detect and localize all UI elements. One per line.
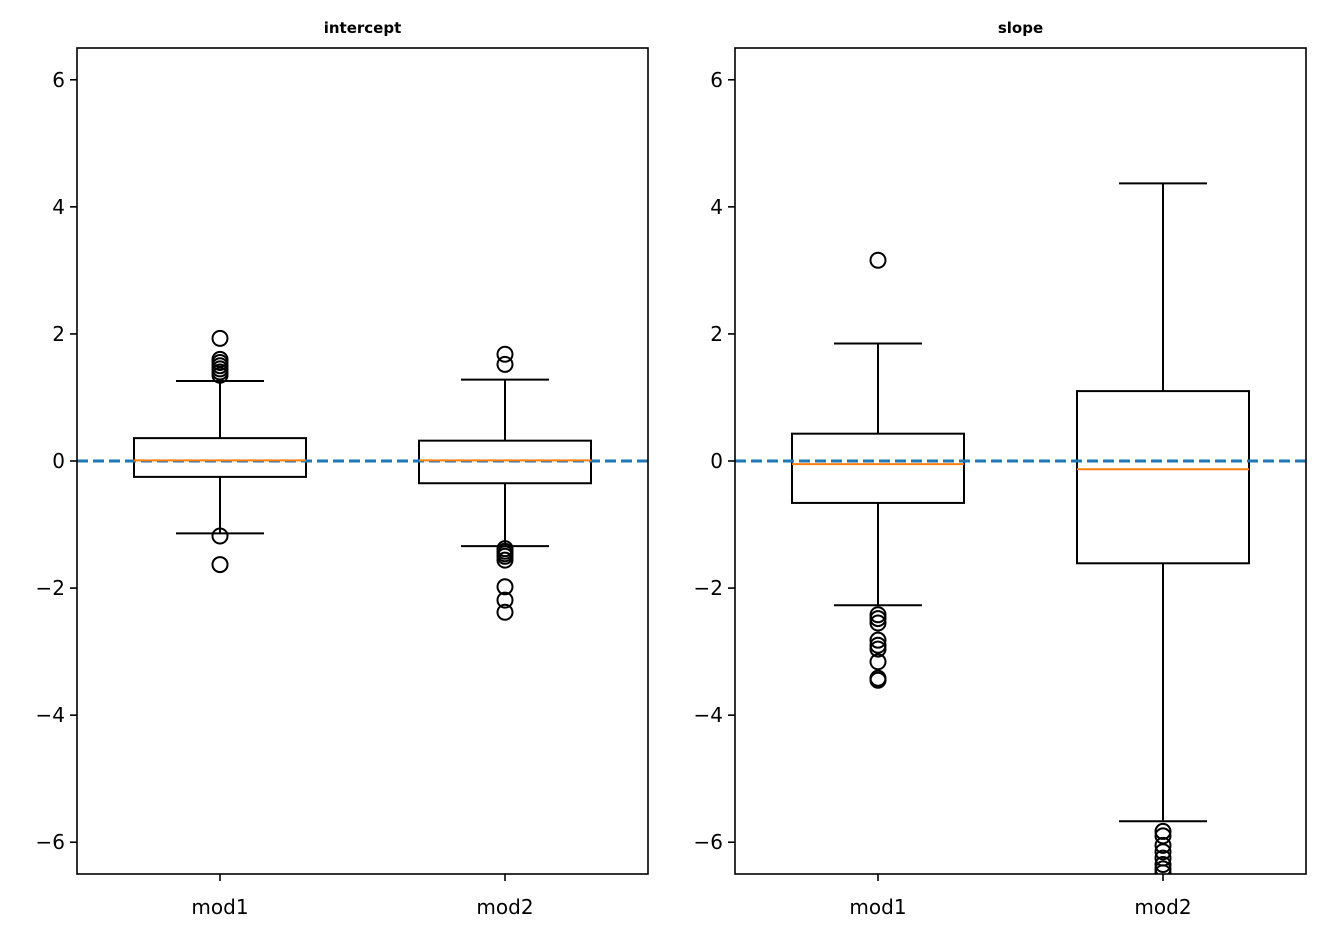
outlier-point [211, 329, 229, 347]
plot-area [735, 182, 1306, 874]
x-tick-label: mod2 [476, 895, 533, 919]
outlier-point [211, 366, 229, 384]
outlier-point [1154, 836, 1172, 854]
y-tick-label: 0 [710, 449, 723, 473]
y-tick-label: 0 [52, 449, 65, 473]
box-mod1 [791, 251, 965, 689]
y-tick-label: −4 [694, 703, 723, 727]
outlier-point [496, 355, 514, 373]
box-mod2 [418, 345, 592, 621]
outlier-point [496, 603, 514, 621]
y-tick-label: −4 [36, 703, 65, 727]
y-tick-label: 2 [710, 322, 723, 346]
x-tick-label: mod1 [191, 895, 248, 919]
panel-title: slope [998, 19, 1043, 37]
x-tick-label: mod1 [849, 895, 906, 919]
panel-slope: −6 −4 −2 0 2 4 6 mod1 mod2 slope [694, 19, 1307, 919]
outlier-point [211, 527, 229, 545]
outlier-point [869, 671, 887, 689]
outlier-point [496, 578, 514, 596]
x-tick-label: mod2 [1134, 895, 1191, 919]
box-iqr [133, 437, 307, 478]
outlier-point [869, 610, 887, 628]
y-tick-label: −2 [694, 576, 723, 600]
outlier-point [496, 551, 514, 569]
outlier-point [1154, 864, 1172, 874]
outlier-point [496, 591, 514, 609]
box-iqr [791, 432, 965, 504]
outlier-point [211, 556, 229, 574]
y-tick-label: 6 [52, 68, 65, 92]
y-tick-label: 2 [52, 322, 65, 346]
outlier-point [869, 653, 887, 671]
y-tick-label: −2 [36, 576, 65, 600]
y-tick-label: −6 [36, 830, 65, 854]
outlier-point [1154, 855, 1172, 873]
box-mod2 [1076, 182, 1250, 874]
outlier-point [1154, 822, 1172, 840]
panel-intercept: −6 −4 −2 0 2 4 6 mod1 mod2 intercept [36, 19, 649, 919]
y-tick-label: −6 [694, 830, 723, 854]
outlier-point [869, 631, 887, 649]
outlier-point [1154, 843, 1172, 861]
y-tick-label: 6 [710, 68, 723, 92]
outlier-point [869, 640, 887, 658]
y-tick-label: 4 [710, 195, 723, 219]
plot-area [77, 329, 648, 621]
panel-title: intercept [324, 19, 402, 37]
outlier-point [496, 345, 514, 363]
outlier-point [869, 614, 887, 632]
box-iqr [1076, 390, 1250, 565]
outlier-point [869, 251, 887, 269]
y-tick-label: 4 [52, 195, 65, 219]
box-mod1 [133, 329, 307, 574]
